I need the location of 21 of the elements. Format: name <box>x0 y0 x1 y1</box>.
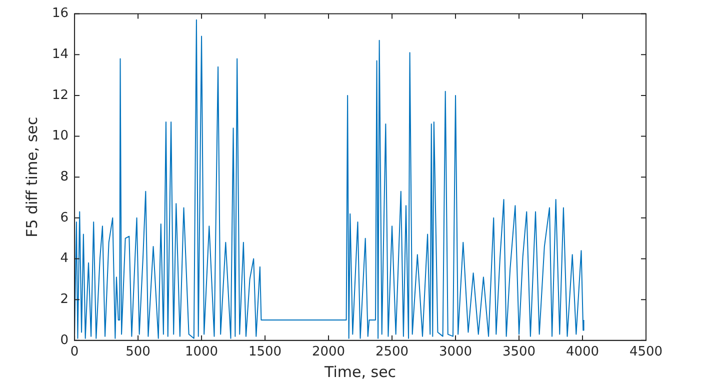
x-tick-label: 3000 <box>438 344 472 360</box>
x-tick-label: 500 <box>126 344 150 360</box>
y-tick-label: 12 <box>52 88 69 103</box>
x-tick-label: 2000 <box>312 344 346 360</box>
y-tick-label: 4 <box>60 251 69 266</box>
x-axis-title: Time, sec <box>324 362 396 381</box>
y-tick-label: 8 <box>60 169 69 184</box>
y-tick-label: 6 <box>60 210 69 226</box>
x-tick-label: 3500 <box>502 344 536 360</box>
y-tick-label: 0 <box>60 332 69 348</box>
y-axis-title: F5 diff time, sec <box>22 116 41 238</box>
x-tick-label: 1500 <box>248 344 282 360</box>
x-tick-label: 1000 <box>184 344 218 360</box>
x-tick-label: 4000 <box>566 344 600 360</box>
x-tick-label: 4500 <box>629 344 663 360</box>
y-tick-label: 16 <box>52 6 69 22</box>
y-tick-label: 14 <box>52 47 69 62</box>
y-tick-label: 2 <box>60 292 69 307</box>
x-tick-label: 0 <box>70 344 79 360</box>
x-tick-label: 2500 <box>375 344 409 360</box>
y-tick-label: 10 <box>52 128 69 144</box>
